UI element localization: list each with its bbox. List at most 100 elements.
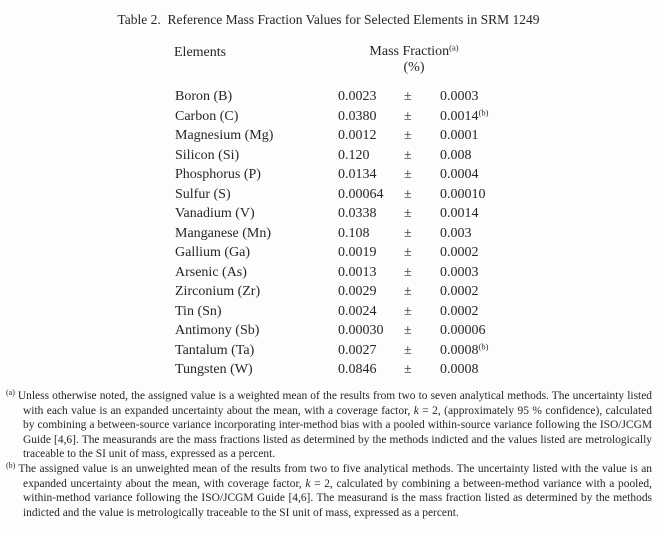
element-name: Arsenic (As) bbox=[175, 264, 247, 280]
mass-fraction-value: 0.120 bbox=[338, 147, 370, 163]
uncertainty-number: 0.0008 bbox=[440, 342, 479, 358]
uncertainty-value: 0.0002 bbox=[440, 302, 532, 322]
table-row: Boron (B) 0.0023 ± 0.0003 bbox=[175, 87, 535, 107]
element-name: Zirconium (Zr) bbox=[175, 284, 261, 299]
uncertainty-value: 0.008 bbox=[440, 146, 532, 166]
mass-fraction-footnote-ref: (a) bbox=[449, 42, 459, 53]
uncertainty-value: 0.0002 bbox=[440, 243, 532, 263]
table-row: Antimony (Sb) 0.00030 ± 0.00006 bbox=[175, 321, 535, 341]
mass-fraction-value: 0.0027 bbox=[338, 342, 377, 358]
mass-fraction-label: Mass Fraction bbox=[369, 44, 450, 59]
element-name: Silicon (Si) bbox=[175, 147, 240, 163]
table-row: Gallium (Ga) 0.0019 ± 0.0002 bbox=[175, 243, 535, 263]
element-name: Tantalum (Ta) bbox=[175, 342, 255, 358]
mass-fraction-value: 0.0013 bbox=[338, 264, 377, 280]
plus-minus-sign: ± bbox=[404, 206, 412, 221]
element-name: Sulfur (S) bbox=[175, 186, 231, 202]
footnote-b-marker: (b) bbox=[6, 460, 16, 470]
plus-minus-sign: ± bbox=[404, 89, 412, 104]
column-header-elements: Elements bbox=[174, 45, 227, 60]
mass-fraction-value: 0.0134 bbox=[338, 167, 377, 182]
plus-minus-sign: ± bbox=[404, 303, 412, 319]
uncertainty-value: 0.0014(b) bbox=[440, 107, 532, 127]
uncertainty-value: 0.00010 bbox=[440, 185, 532, 205]
table-row: Phosphorus (P) 0.0134 ± 0.0004 bbox=[175, 165, 535, 185]
table-row: Vanadium (V) 0.0338 ± 0.0014 bbox=[175, 204, 535, 224]
uncertainty-number: 0.0001 bbox=[440, 128, 479, 143]
mass-fraction-value: 0.0338 bbox=[338, 206, 377, 221]
uncertainty-value: 0.003 bbox=[440, 224, 532, 244]
element-name: Manganese (Mn) bbox=[175, 225, 272, 241]
mass-fraction-value: 0.0029 bbox=[338, 284, 377, 299]
mass-fraction-value: 0.0012 bbox=[338, 128, 377, 143]
plus-minus-sign: ± bbox=[404, 225, 412, 241]
k-variable: k bbox=[305, 477, 311, 490]
table-row: Magnesium (Mg) 0.0012 ± 0.0001 bbox=[175, 126, 535, 146]
uncertainty-value: 0.0014 bbox=[440, 204, 532, 224]
element-name: Tin (Sn) bbox=[175, 303, 222, 319]
element-name: Phosphorus (P) bbox=[175, 167, 261, 182]
plus-minus-sign: ± bbox=[404, 245, 412, 260]
footnotes: (a) Unless otherwise noted, the assigned … bbox=[6, 389, 652, 520]
plus-minus-sign: ± bbox=[404, 342, 412, 358]
element-name: Boron (B) bbox=[175, 89, 233, 104]
plus-minus-sign: ± bbox=[404, 186, 412, 202]
column-header-mass-fraction: Mass Fraction(a) (%) bbox=[336, 42, 492, 75]
uncertainty-value: 0.00006 bbox=[440, 321, 532, 341]
mass-fraction-value: 0.108 bbox=[338, 225, 370, 241]
plus-minus-sign: ± bbox=[404, 108, 412, 124]
table-title: Table 2. Reference Mass Fraction Values … bbox=[117, 12, 540, 27]
uncertainty-number: 0.00006 bbox=[440, 323, 486, 338]
table-body: Boron (B) 0.0023 ± 0.0003 Carbon (C) 0.0… bbox=[175, 87, 535, 380]
mass-fraction-value: 0.0019 bbox=[338, 245, 377, 260]
plus-minus-sign: ± bbox=[404, 167, 412, 182]
table-row: Tin (Sn) 0.0024 ± 0.0002 bbox=[175, 302, 535, 322]
mass-fraction-header-line: Mass Fraction(a) bbox=[336, 42, 492, 60]
footnote-a-text-cont: = 2, (approximately 95 % confidence), ca… bbox=[23, 404, 652, 461]
mass-fraction-value: 0.00064 bbox=[338, 186, 384, 202]
plus-minus-sign: ± bbox=[404, 284, 412, 299]
uncertainty-value: 0.0003 bbox=[440, 87, 532, 107]
uncertainty-value: 0.0001 bbox=[440, 126, 532, 146]
uncertainty-number: 0.0003 bbox=[440, 89, 479, 104]
footnote-a-text: Unless otherwise noted, the assigned val… bbox=[17, 390, 652, 417]
table-row: Manganese (Mn) 0.108 ± 0.003 bbox=[175, 224, 535, 244]
uncertainty-value: 0.0008 bbox=[440, 360, 532, 380]
uncertainty-number: 0.0014 bbox=[440, 108, 479, 124]
mass-fraction-value: 0.0380 bbox=[338, 108, 377, 124]
uncertainty-value: 0.0002 bbox=[440, 282, 532, 302]
footnote-b-text: The assigned value is an unweighted mean… bbox=[18, 462, 652, 490]
uncertainty-number: 0.0003 bbox=[440, 264, 479, 280]
table-row: Carbon (C) 0.0380 ± 0.0014(b) bbox=[175, 107, 535, 127]
plus-minus-sign: ± bbox=[404, 362, 412, 377]
plus-minus-sign: ± bbox=[404, 323, 412, 338]
table-row: Arsenic (As) 0.0013 ± 0.0003 bbox=[175, 263, 535, 283]
footnote-a: (a) Unless otherwise noted, the assigned … bbox=[6, 389, 652, 462]
uncertainty-number: 0.0002 bbox=[440, 245, 479, 260]
uncertainty-footnote-ref: (b) bbox=[478, 107, 489, 117]
uncertainty-value: 0.0003 bbox=[440, 263, 532, 283]
footnote-b: (b) The assigned value is an unweighted m… bbox=[6, 460, 652, 520]
mass-fraction-value: 0.0024 bbox=[338, 303, 377, 319]
element-name: Carbon (C) bbox=[175, 108, 239, 124]
element-name: Magnesium (Mg) bbox=[175, 128, 274, 143]
column-header-unit: (%) bbox=[403, 59, 425, 75]
plus-minus-sign: ± bbox=[404, 147, 412, 163]
table-row: Silicon (Si) 0.120 ± 0.008 bbox=[175, 146, 535, 166]
element-name: Antimony (Sb) bbox=[175, 323, 260, 338]
uncertainty-number: 0.00010 bbox=[440, 186, 486, 202]
plus-minus-sign: ± bbox=[404, 264, 412, 280]
uncertainty-number: 0.0002 bbox=[440, 284, 479, 299]
element-name: Vanadium (V) bbox=[175, 206, 255, 221]
element-name: Gallium (Ga) bbox=[175, 245, 251, 260]
uncertainty-value: 0.0008(b) bbox=[440, 341, 532, 361]
footnote-a-marker: (a) bbox=[6, 388, 15, 397]
k-variable: k bbox=[413, 404, 419, 417]
uncertainty-number: 0.003 bbox=[440, 225, 472, 241]
uncertainty-value: 0.0004 bbox=[440, 165, 532, 185]
footnote-b-text-cont: = 2, calculated by combining a between-m… bbox=[23, 477, 652, 519]
uncertainty-number: 0.008 bbox=[440, 147, 472, 163]
uncertainty-footnote-ref: (b) bbox=[478, 341, 489, 351]
mass-fraction-value: 0.0023 bbox=[338, 89, 377, 104]
